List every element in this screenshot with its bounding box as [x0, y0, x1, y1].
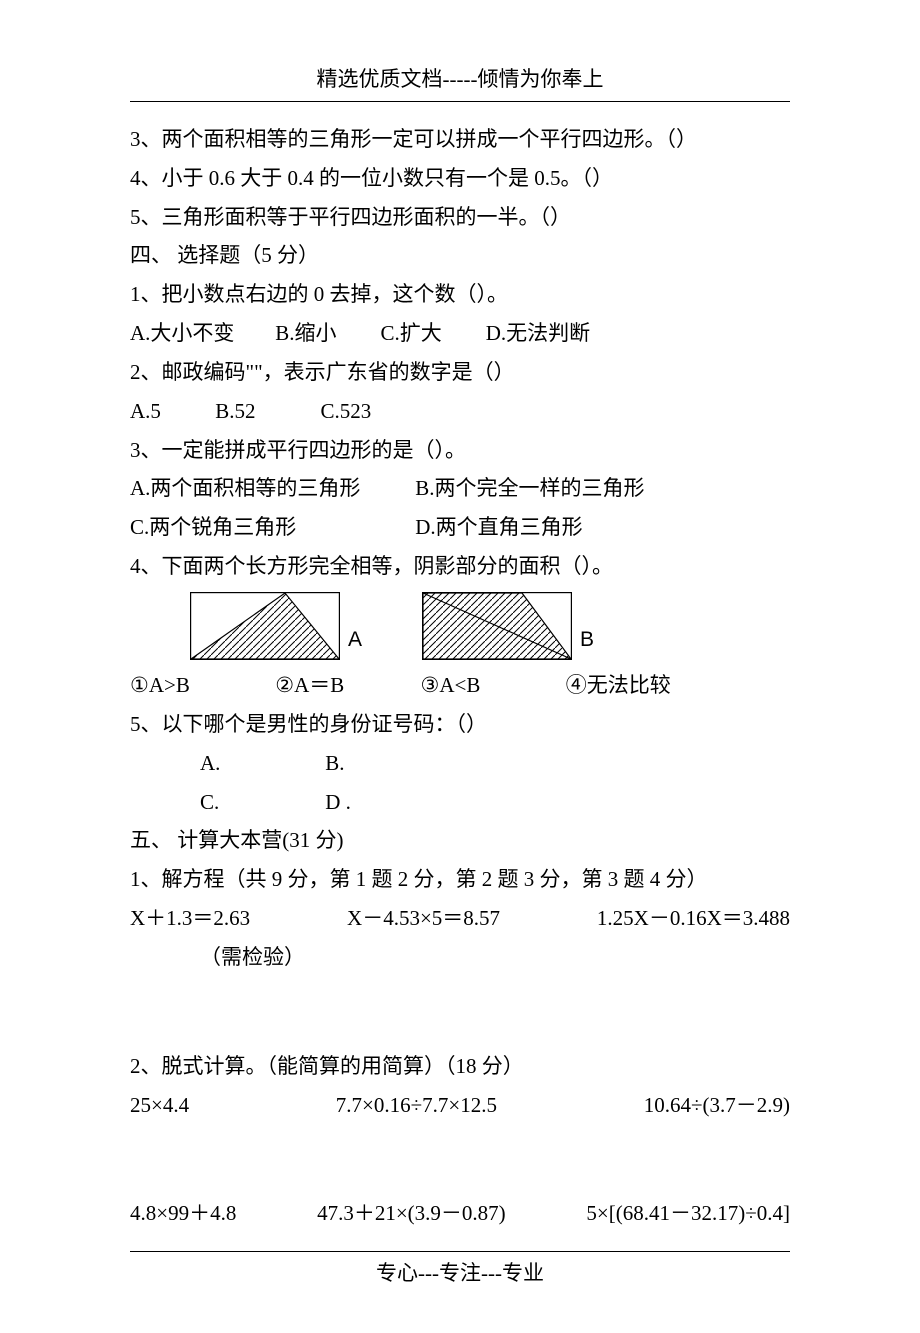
q4-3-opt-a: A.两个面积相等的三角形: [130, 469, 410, 508]
q4-2: 2、邮政编码""，表示广东省的数字是（）: [130, 353, 790, 392]
work-space-1: [130, 977, 790, 1047]
q4-1-opt-a: A.大小不变: [130, 314, 270, 353]
q5-1-eq1: X＋1.3＝2.63: [130, 899, 250, 938]
q4-2-opt-a: A.5: [130, 392, 210, 431]
q4-5-options-row1: A. B.: [130, 744, 790, 783]
q4-5-options-row2: C. D .: [130, 783, 790, 822]
q5-1-eq2: X－4.53×5＝8.57: [347, 899, 500, 938]
q4-3-opt-c: C.两个锐角三角形: [130, 508, 410, 547]
q5-1-note: （需检验）: [130, 938, 790, 977]
q5-2-row2: 4.8×99＋4.8 47.3＋21×(3.9－0.87) 5×[(68.41－…: [130, 1194, 790, 1233]
q3-item-3: 3、两个面积相等的三角形一定可以拼成一个平行四边形。（）: [130, 120, 790, 159]
q4-1-options: A.大小不变 B.缩小 C.扩大 D.无法判断: [130, 314, 790, 353]
q4-1-opt-c: C.扩大: [381, 314, 481, 353]
q4-4: 4、下面两个长方形完全相等，阴影部分的面积（）。: [130, 547, 790, 586]
figure-b-wrap: B: [422, 592, 594, 660]
page-footer: 专心---专注---专业: [130, 1254, 790, 1293]
q5-1-eq3: 1.25X－0.16X＝3.488: [597, 899, 790, 938]
q4-2-opt-b: B.52: [215, 392, 315, 431]
q4-4-figures: A B: [190, 592, 790, 660]
q4-5-opt-d: D .: [325, 783, 351, 822]
q4-3-opt-d: D.两个直角三角形: [415, 508, 582, 547]
figure-a: [190, 592, 340, 660]
page: 精选优质文档-----倾情为你奉上 3、两个面积相等的三角形一定可以拼成一个平行…: [0, 0, 920, 1333]
q4-4-opt-1: ①A>B: [130, 666, 270, 705]
q4-5: 5、以下哪个是男性的身份证号码：（）: [130, 705, 790, 744]
q4-4-opt-2: ②A＝B: [275, 666, 415, 705]
section-4-title: 四、 选择题（5 分）: [130, 236, 790, 275]
q3-item-4: 4、小于 0.6 大于 0.4 的一位小数只有一个是 0.5。（）: [130, 159, 790, 198]
q4-1-opt-d: D.无法判断: [486, 314, 590, 353]
q4-1: 1、把小数点右边的 0 去掉，这个数（）。: [130, 275, 790, 314]
q4-5-opt-b: B.: [325, 744, 344, 783]
q4-4-opt-3: ③A<B: [421, 666, 561, 705]
q4-2-opt-c: C.523: [321, 392, 372, 431]
q4-4-opt-4: ④无法比较: [566, 666, 671, 705]
q5-1-equations: X＋1.3＝2.63 X－4.53×5＝8.57 1.25X－0.16X＝3.4…: [130, 899, 790, 938]
figure-a-label: A: [348, 621, 362, 660]
q5-2-r1-e2: 7.7×0.16÷7.7×12.5: [336, 1086, 497, 1125]
q4-2-options: A.5 B.52 C.523: [130, 392, 790, 431]
figure-a-wrap: A: [190, 592, 362, 660]
q5-2-r1-e1: 25×4.4: [130, 1086, 189, 1125]
q3-item-5: 5、三角形面积等于平行四边形面积的一半。（）: [130, 198, 790, 237]
q4-5-opt-c: C.: [200, 783, 320, 822]
q5-2-r1-e3: 10.64÷(3.7－2.9): [644, 1086, 790, 1125]
q5-2-r2-e3: 5×[(68.41－32.17)÷0.4]: [586, 1194, 790, 1233]
q4-4-options: ①A>B ②A＝B ③A<B ④无法比较: [130, 666, 790, 705]
work-space-2: [130, 1124, 790, 1194]
q4-3-options-row2: C.两个锐角三角形 D.两个直角三角形: [130, 508, 790, 547]
page-header: 精选优质文档-----倾情为你奉上: [130, 60, 790, 99]
q5-2-row1: 25×4.4 7.7×0.16÷7.7×12.5 10.64÷(3.7－2.9): [130, 1086, 790, 1125]
section-5-title: 五、 计算大本营(31 分): [130, 821, 790, 860]
figure-b-label: B: [580, 621, 594, 660]
q5-2: 2、脱式计算。（能简算的用简算）（18 分）: [130, 1047, 790, 1086]
footer-rule: [130, 1251, 790, 1252]
q4-3-options-row1: A.两个面积相等的三角形 B.两个完全一样的三角形: [130, 469, 790, 508]
q4-3: 3、一定能拼成平行四边形的是（）。: [130, 431, 790, 470]
q5-2-r2-e1: 4.8×99＋4.8: [130, 1194, 236, 1233]
header-rule: [130, 101, 790, 102]
q4-5-opt-a: A.: [200, 744, 320, 783]
q5-1: 1、解方程（共 9 分，第 1 题 2 分，第 2 题 3 分，第 3 题 4 …: [130, 860, 790, 899]
figure-b: [422, 592, 572, 660]
q5-2-r2-e2: 47.3＋21×(3.9－0.87): [317, 1194, 506, 1233]
q4-1-opt-b: B.缩小: [275, 314, 375, 353]
q4-3-opt-b: B.两个完全一样的三角形: [415, 469, 644, 508]
